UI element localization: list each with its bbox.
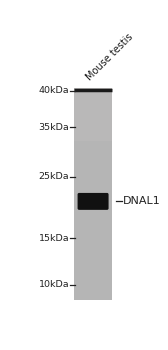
Text: 10kDa: 10kDa — [38, 280, 69, 289]
Text: 25kDa: 25kDa — [38, 172, 69, 181]
FancyBboxPatch shape — [78, 193, 109, 210]
Text: 40kDa: 40kDa — [38, 86, 69, 95]
Text: 35kDa: 35kDa — [38, 123, 69, 132]
Text: Mouse testis: Mouse testis — [85, 32, 135, 82]
Bar — [74, 88, 112, 300]
Text: DNAL1: DNAL1 — [123, 196, 161, 206]
Text: 15kDa: 15kDa — [38, 234, 69, 243]
Bar — [74, 88, 112, 141]
